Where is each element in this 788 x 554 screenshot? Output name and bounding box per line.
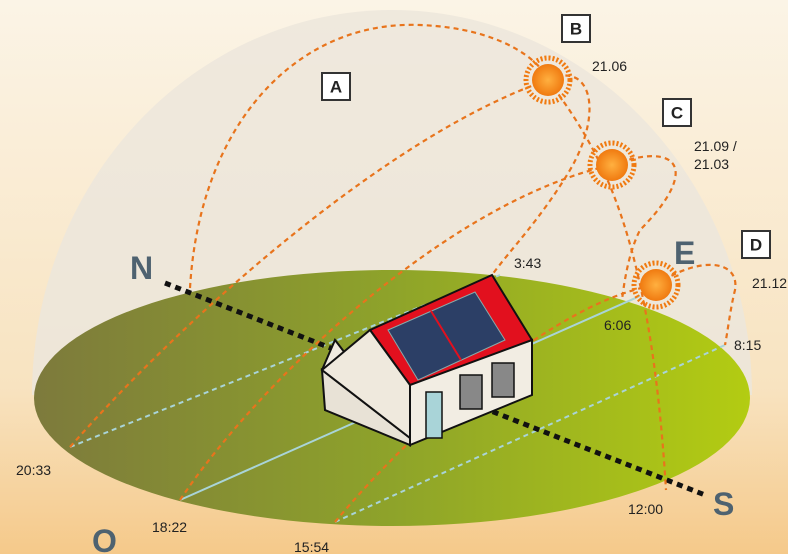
time-label: 20:33 xyxy=(16,462,51,478)
date-label: 21.12 xyxy=(752,275,787,291)
date-label: 21.09 / xyxy=(694,138,737,154)
marker-label: B xyxy=(570,19,582,38)
marker-label: D xyxy=(750,235,762,254)
time-label: 18:22 xyxy=(152,519,187,535)
date-label: 21.03 xyxy=(694,156,729,172)
date-label: 21.06 xyxy=(592,58,627,74)
marker-label: A xyxy=(330,77,342,96)
marker-boxes xyxy=(321,14,771,259)
direction-label: E xyxy=(674,235,695,271)
suns xyxy=(523,55,681,310)
time-label: 6:06 xyxy=(604,317,631,333)
direction-label: N xyxy=(130,250,153,286)
direction-label: O xyxy=(92,523,117,554)
time-label: 12:00 xyxy=(628,501,663,517)
marker-label: C xyxy=(671,103,683,122)
time-label: 3:43 xyxy=(514,255,541,271)
time-label: 8:15 xyxy=(734,337,761,353)
house xyxy=(320,273,534,448)
time-label: 15:54 xyxy=(294,539,329,554)
direction-label: S xyxy=(713,486,734,522)
